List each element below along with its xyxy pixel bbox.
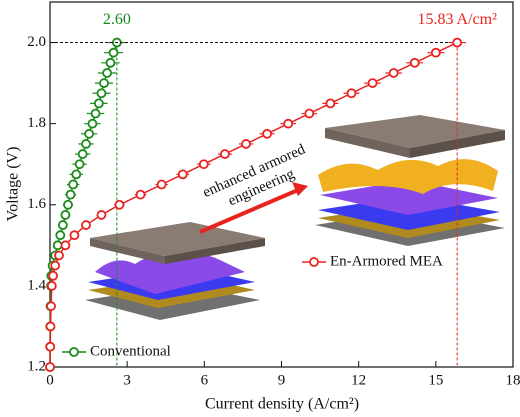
- data-point: [114, 199, 125, 210]
- data-point: [452, 37, 463, 48]
- data-point: [325, 98, 336, 109]
- legend-marker: [309, 257, 319, 267]
- legend-marker: [69, 347, 79, 357]
- y-tick-label: 1.8: [27, 115, 46, 131]
- data-point: [156, 179, 167, 190]
- data-point: [52, 240, 63, 251]
- data-point: [430, 47, 441, 58]
- data-point: [96, 88, 107, 99]
- data-point: [262, 128, 272, 139]
- data-point: [68, 179, 79, 190]
- data-point: [45, 321, 56, 332]
- data-point: [87, 118, 98, 129]
- data-point: [57, 220, 68, 230]
- data-point: [55, 230, 66, 241]
- data-point: [241, 139, 251, 149]
- data-point: [45, 341, 56, 352]
- mea-illustration-conventional: [85, 222, 265, 320]
- data-point: [105, 57, 116, 68]
- y-tick-label: 2.0: [27, 34, 46, 50]
- plot-frame: [49, 1, 514, 368]
- data-point: [54, 250, 64, 261]
- x-tick-label: 12: [351, 372, 366, 388]
- data-point: [102, 68, 113, 78]
- data-point: [84, 128, 94, 139]
- data-point: [198, 159, 209, 170]
- data-point: [96, 210, 107, 220]
- data-point: [99, 78, 109, 89]
- data-point: [74, 159, 85, 170]
- x-tick-label: 3: [123, 372, 131, 388]
- x-tick-label: 6: [201, 372, 209, 388]
- x-tick-label: 0: [46, 372, 54, 388]
- data-point: [220, 149, 230, 159]
- x-tick-label: 9: [278, 372, 286, 388]
- data-point: [46, 280, 57, 291]
- y-tick-label: 1.6: [27, 196, 46, 212]
- y-tick-label: 1.2: [27, 358, 46, 374]
- data-point: [69, 230, 80, 241]
- data-point: [60, 210, 71, 220]
- y-tick-label: 1.4: [27, 277, 46, 293]
- annotation-arrow: [199, 182, 308, 234]
- data-point: [177, 169, 188, 180]
- data-point: [108, 47, 119, 58]
- legend-label: En-Armored MEA: [330, 253, 443, 269]
- x-tick-label: 15: [428, 372, 443, 388]
- data-point: [50, 260, 61, 271]
- data-point: [77, 149, 88, 159]
- x-tick-label: 18: [506, 372, 520, 388]
- legend-label: Conventional: [90, 343, 171, 359]
- data-point: [90, 108, 101, 119]
- data-point: [60, 240, 71, 251]
- mea-illustration-armored: [315, 115, 505, 246]
- data-point: [367, 78, 378, 89]
- data-point: [81, 220, 91, 230]
- series-line: [49, 42, 118, 368]
- data-point: [71, 169, 82, 180]
- data-point: [81, 139, 91, 149]
- data-point: [346, 88, 357, 99]
- data-point: [48, 270, 58, 281]
- data-point: [135, 189, 146, 200]
- data-point: [46, 301, 56, 312]
- x-axis-label: Current density (A/cm²): [205, 396, 359, 413]
- data-point: [65, 189, 76, 200]
- data-point: [93, 98, 104, 109]
- y-axis-label: Voltage (V): [5, 147, 22, 222]
- data-point: [409, 57, 420, 68]
- data-point: [45, 362, 55, 372]
- data-point: [283, 118, 294, 129]
- end-label: 15.83 A/cm²: [417, 11, 497, 28]
- data-point: [63, 199, 73, 210]
- end-label: 2.60: [103, 11, 131, 28]
- data-point: [304, 108, 315, 119]
- data-point: [388, 68, 399, 78]
